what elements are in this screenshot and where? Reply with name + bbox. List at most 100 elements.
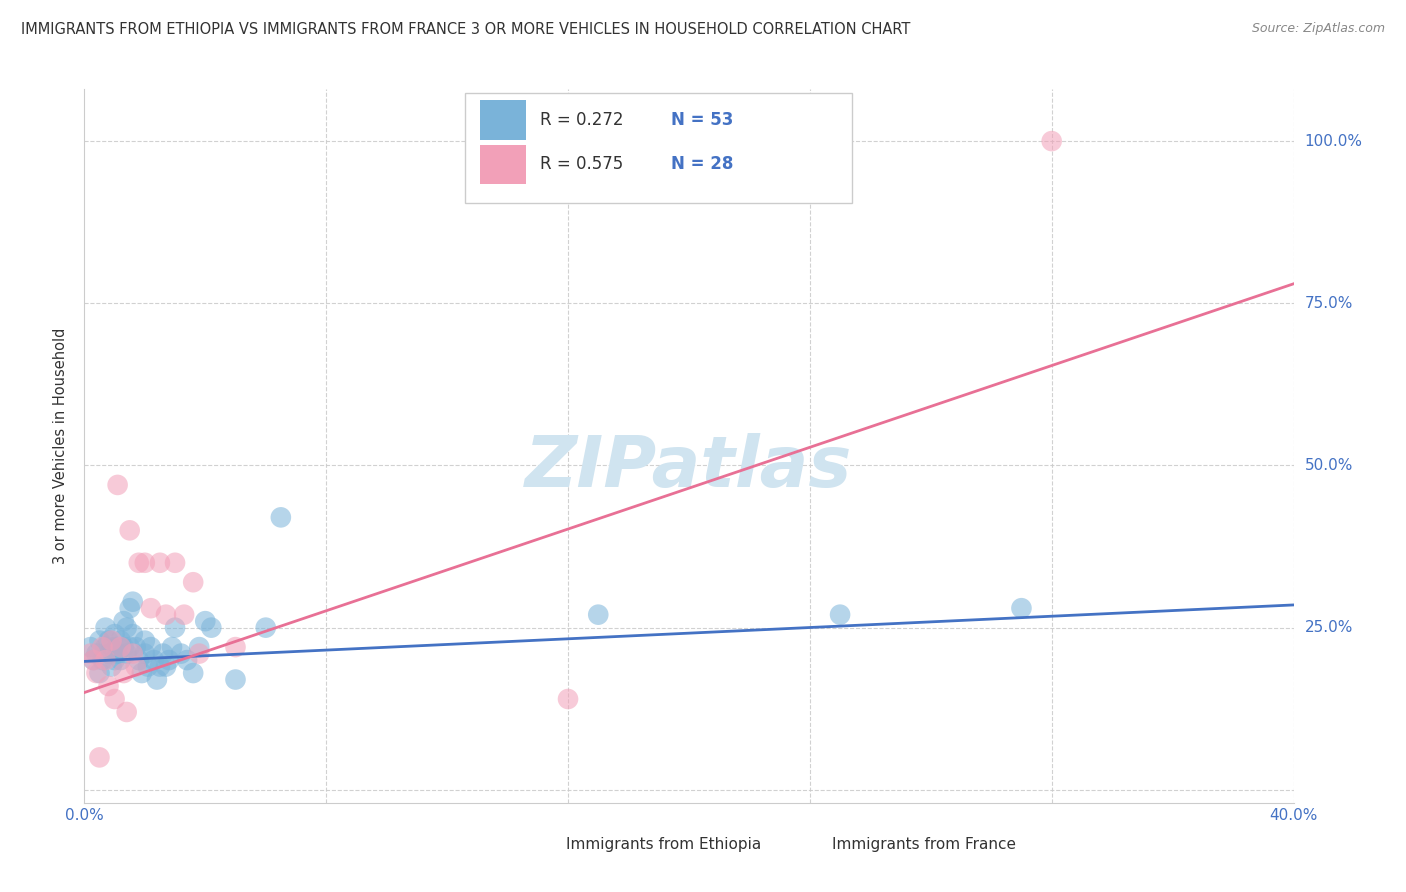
Point — [588, 607, 610, 622]
Point — [181, 575, 204, 590]
Point — [115, 705, 138, 719]
Point — [100, 640, 122, 654]
Point — [104, 653, 127, 667]
Point — [163, 556, 186, 570]
Point — [89, 750, 111, 764]
Point — [94, 640, 117, 654]
Point — [112, 614, 135, 628]
Point — [134, 633, 156, 648]
Text: 25.0%: 25.0% — [1305, 620, 1353, 635]
Point — [118, 524, 141, 538]
Point — [82, 653, 104, 667]
Point — [125, 640, 148, 654]
Point — [110, 653, 132, 667]
Point — [97, 679, 120, 693]
Point — [157, 653, 180, 667]
Text: IMMIGRANTS FROM ETHIOPIA VS IMMIGRANTS FROM FRANCE 3 OR MORE VEHICLES IN HOUSEHO: IMMIGRANTS FROM ETHIOPIA VS IMMIGRANTS F… — [21, 22, 911, 37]
Point — [86, 666, 108, 681]
Point — [181, 666, 204, 681]
Point — [1010, 601, 1032, 615]
Point — [115, 647, 138, 661]
Point — [254, 621, 277, 635]
Point — [91, 640, 114, 654]
Text: N = 28: N = 28 — [671, 155, 733, 173]
Point — [107, 478, 129, 492]
Point — [89, 633, 111, 648]
Point — [131, 666, 153, 681]
Point — [128, 556, 150, 570]
Point — [110, 640, 132, 654]
Y-axis label: 3 or more Vehicles in Household: 3 or more Vehicles in Household — [53, 328, 69, 564]
Point — [79, 640, 101, 654]
Text: 50.0%: 50.0% — [1305, 458, 1353, 473]
Point — [152, 647, 174, 661]
Point — [89, 666, 111, 681]
Point — [188, 640, 211, 654]
Point — [830, 607, 852, 622]
Point — [125, 659, 148, 673]
Point — [112, 666, 135, 681]
Point — [100, 633, 122, 648]
Point — [136, 659, 159, 673]
Point — [110, 633, 132, 648]
Point — [94, 621, 117, 635]
Point — [118, 601, 141, 615]
Text: N = 53: N = 53 — [671, 111, 733, 128]
Point — [225, 673, 247, 687]
Point — [200, 621, 222, 635]
Text: Immigrants from Ethiopia: Immigrants from Ethiopia — [565, 838, 761, 853]
Point — [176, 653, 198, 667]
Point — [173, 607, 195, 622]
Point — [121, 595, 143, 609]
Point — [104, 627, 127, 641]
Point — [139, 640, 162, 654]
Point — [97, 647, 120, 661]
Point — [79, 647, 101, 661]
Text: 100.0%: 100.0% — [1305, 134, 1362, 149]
Point — [128, 653, 150, 667]
Point — [149, 556, 172, 570]
Bar — [520, 833, 554, 856]
Point — [121, 627, 143, 641]
Point — [112, 640, 135, 654]
Point — [97, 633, 120, 648]
Point — [134, 556, 156, 570]
Point — [107, 640, 129, 654]
Point — [100, 659, 122, 673]
Point — [146, 673, 169, 687]
Bar — [786, 833, 820, 856]
Point — [557, 692, 579, 706]
Text: Source: ZipAtlas.com: Source: ZipAtlas.com — [1251, 22, 1385, 36]
Text: R = 0.575: R = 0.575 — [540, 155, 623, 173]
Point — [121, 647, 143, 661]
Point — [142, 653, 165, 667]
Point — [160, 640, 183, 654]
Bar — [479, 145, 526, 184]
Point — [118, 640, 141, 654]
Text: R = 0.272: R = 0.272 — [540, 111, 624, 128]
Point — [82, 653, 104, 667]
Point — [170, 647, 193, 661]
Point — [194, 614, 217, 628]
Point — [91, 653, 114, 667]
Point — [139, 601, 162, 615]
Point — [163, 621, 186, 635]
Point — [188, 647, 211, 661]
Point — [1040, 134, 1063, 148]
Point — [107, 647, 129, 661]
Point — [86, 647, 108, 661]
Point — [155, 607, 177, 622]
Point — [104, 692, 127, 706]
Text: Immigrants from France: Immigrants from France — [831, 838, 1015, 853]
Point — [149, 659, 172, 673]
Point — [134, 647, 156, 661]
Text: ZIPatlas: ZIPatlas — [526, 433, 852, 502]
FancyBboxPatch shape — [465, 93, 852, 203]
Point — [115, 621, 138, 635]
Point — [270, 510, 292, 524]
Point — [94, 653, 117, 667]
Text: 75.0%: 75.0% — [1305, 296, 1353, 310]
Bar — [479, 100, 526, 139]
Point — [155, 659, 177, 673]
Point — [225, 640, 247, 654]
